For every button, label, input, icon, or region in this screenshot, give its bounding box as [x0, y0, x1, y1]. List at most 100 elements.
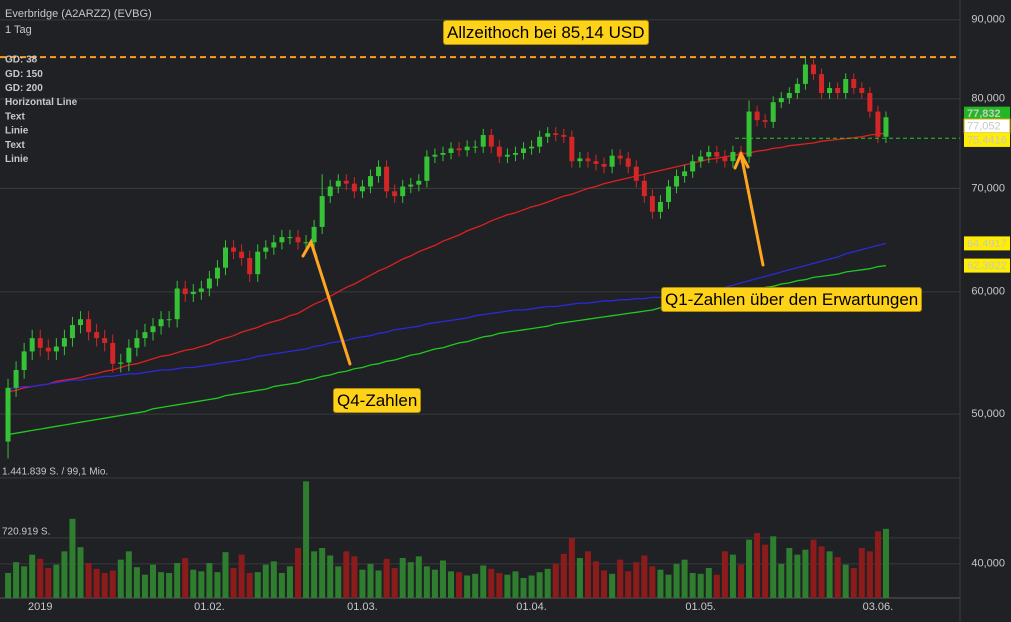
- volume-bar: [415, 556, 422, 598]
- texts: Everbridge (A2ARZZ) (EVBG) 1 Tag 90,000 8…: [2, 8, 1011, 613]
- volume-bar: [254, 572, 261, 598]
- candle-body: [762, 120, 768, 122]
- volume-bar: [593, 561, 600, 598]
- volume-bar: [673, 563, 680, 598]
- volume-bar: [423, 566, 430, 598]
- candle-body: [448, 148, 454, 153]
- candle-body: [303, 242, 309, 244]
- legend-entry: GD: 150: [5, 69, 43, 80]
- volume-bar: [802, 549, 809, 598]
- volume-bar: [657, 569, 664, 598]
- volume-bar: [319, 548, 326, 598]
- volume-bar: [850, 568, 857, 598]
- volume-bar: [311, 551, 318, 598]
- volume-bar: [649, 566, 656, 598]
- candle-body: [182, 288, 188, 295]
- candle-body: [367, 176, 373, 187]
- volume-tick-label: 1.441.839 S. / 99,1 Mio.: [2, 466, 108, 477]
- candle-body: [666, 186, 671, 202]
- price-label: 64,4917: [967, 238, 1007, 250]
- candle-body: [682, 171, 688, 177]
- candle-body: [851, 79, 857, 89]
- candle-body: [504, 154, 510, 157]
- candle-body: [21, 351, 27, 371]
- candle-body: [223, 247, 228, 268]
- volume-bar: [383, 558, 390, 598]
- volume-bar: [681, 559, 688, 598]
- volume-bar: [109, 570, 116, 598]
- candle-body: [480, 135, 486, 147]
- volume-bar: [29, 554, 36, 598]
- annotation: Q4-Zahlen: [333, 388, 422, 413]
- volume-tick-label: 720.919 S.: [2, 527, 50, 538]
- volume-bar: [818, 546, 825, 598]
- volume-bar: [810, 539, 817, 598]
- candle-body: [190, 291, 196, 295]
- volume-bar: [472, 573, 479, 598]
- candle-body: [875, 111, 881, 137]
- candle-body: [585, 158, 591, 162]
- volume-bar: [198, 571, 205, 598]
- candle-body: [754, 111, 760, 121]
- candle-body: [45, 347, 51, 352]
- candle-body: [263, 247, 269, 252]
- volume-bar: [246, 573, 253, 598]
- candle-body: [271, 242, 277, 248]
- volume-bar: [488, 568, 495, 598]
- overlays: [0, 56, 960, 139]
- candle-body: [835, 88, 841, 93]
- volume-bar: [367, 563, 374, 598]
- volume-bar: [737, 564, 744, 598]
- candle-body: [400, 186, 406, 197]
- candle-body: [674, 176, 680, 187]
- legend-entry: Horizontal Line: [5, 97, 78, 108]
- volume-bar: [174, 563, 181, 598]
- candle-body: [746, 111, 752, 157]
- candle-body: [247, 258, 253, 275]
- candle-body: [440, 152, 446, 155]
- candle-body: [61, 338, 67, 347]
- volume-bar: [182, 558, 189, 598]
- candle-body: [5, 387, 11, 442]
- volume-bar: [391, 568, 398, 598]
- volume-bar: [69, 518, 76, 598]
- candle-body: [456, 148, 462, 151]
- candle-body: [698, 156, 704, 162]
- volume-bar: [117, 559, 124, 598]
- volume-bar: [141, 574, 148, 598]
- volume-bar: [754, 533, 761, 598]
- candle-body: [376, 166, 382, 177]
- candle-body: [883, 117, 889, 137]
- volume-bar: [520, 578, 527, 598]
- candle-body: [545, 133, 551, 137]
- volume-bar: [464, 575, 471, 598]
- volume-bar: [343, 551, 350, 598]
- volume-bar: [778, 563, 785, 598]
- candle-body: [335, 180, 341, 187]
- volume-bar: [13, 562, 20, 598]
- price-label: 77,832: [967, 108, 1001, 120]
- volume-bar: [431, 569, 438, 598]
- volume-bar: [625, 571, 632, 598]
- volume-bar: [214, 572, 221, 598]
- candle-body: [496, 146, 502, 157]
- candle-body: [94, 332, 100, 339]
- candle-body: [150, 326, 156, 333]
- volume-bar: [794, 554, 801, 598]
- volume-bar: [294, 548, 301, 598]
- candle-body: [657, 201, 663, 212]
- chart-subtitle: 1 Tag: [5, 24, 32, 36]
- volume-bar: [721, 551, 728, 598]
- volume-bar: [609, 573, 616, 598]
- candle-body: [843, 79, 849, 93]
- candle-body: [537, 136, 543, 147]
- candle-body: [37, 338, 43, 348]
- candle-body: [158, 319, 164, 327]
- candle-body: [110, 342, 116, 364]
- candle-body: [690, 161, 696, 172]
- arrow: [739, 152, 765, 267]
- ma-line: [7, 132, 887, 393]
- volume-bar: [762, 544, 769, 598]
